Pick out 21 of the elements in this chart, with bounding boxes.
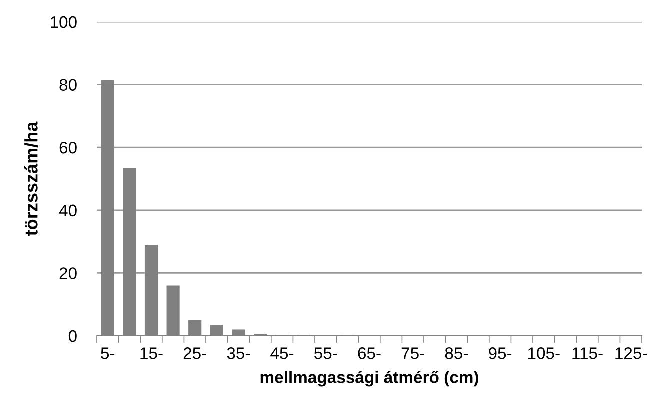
- x-tick-label: 35-: [227, 348, 250, 360]
- x-tick-label: 125-: [616, 348, 648, 360]
- x-tick-label: 115-: [572, 348, 603, 360]
- y-tick-label: 20: [60, 268, 77, 280]
- x-tick-label: 5-: [101, 348, 115, 360]
- x-tick-label: 65-: [358, 348, 381, 360]
- x-tick-label: 15-: [140, 348, 163, 360]
- x-tick-label: 95-: [489, 348, 512, 360]
- y-tick-label: 60: [60, 142, 77, 154]
- y-tick-label: 40: [59, 204, 77, 217]
- y-tick-label: 100: [51, 16, 77, 28]
- y-tick-label: 0: [68, 330, 77, 342]
- y-tick-label: 80: [60, 79, 77, 92]
- x-tick-label: 25-: [184, 348, 206, 360]
- x-tick-label: 55-: [314, 348, 338, 360]
- x-tick-label: 85-: [445, 348, 468, 360]
- y-axis-title: törzsszám/ha: [24, 122, 38, 236]
- x-axis-title: mellmagassági átmérő (cm): [260, 370, 478, 387]
- x-tick-label: 75-: [402, 348, 424, 360]
- x-tick-label: 105-: [528, 348, 560, 360]
- x-tick-label: 45-: [270, 348, 294, 360]
